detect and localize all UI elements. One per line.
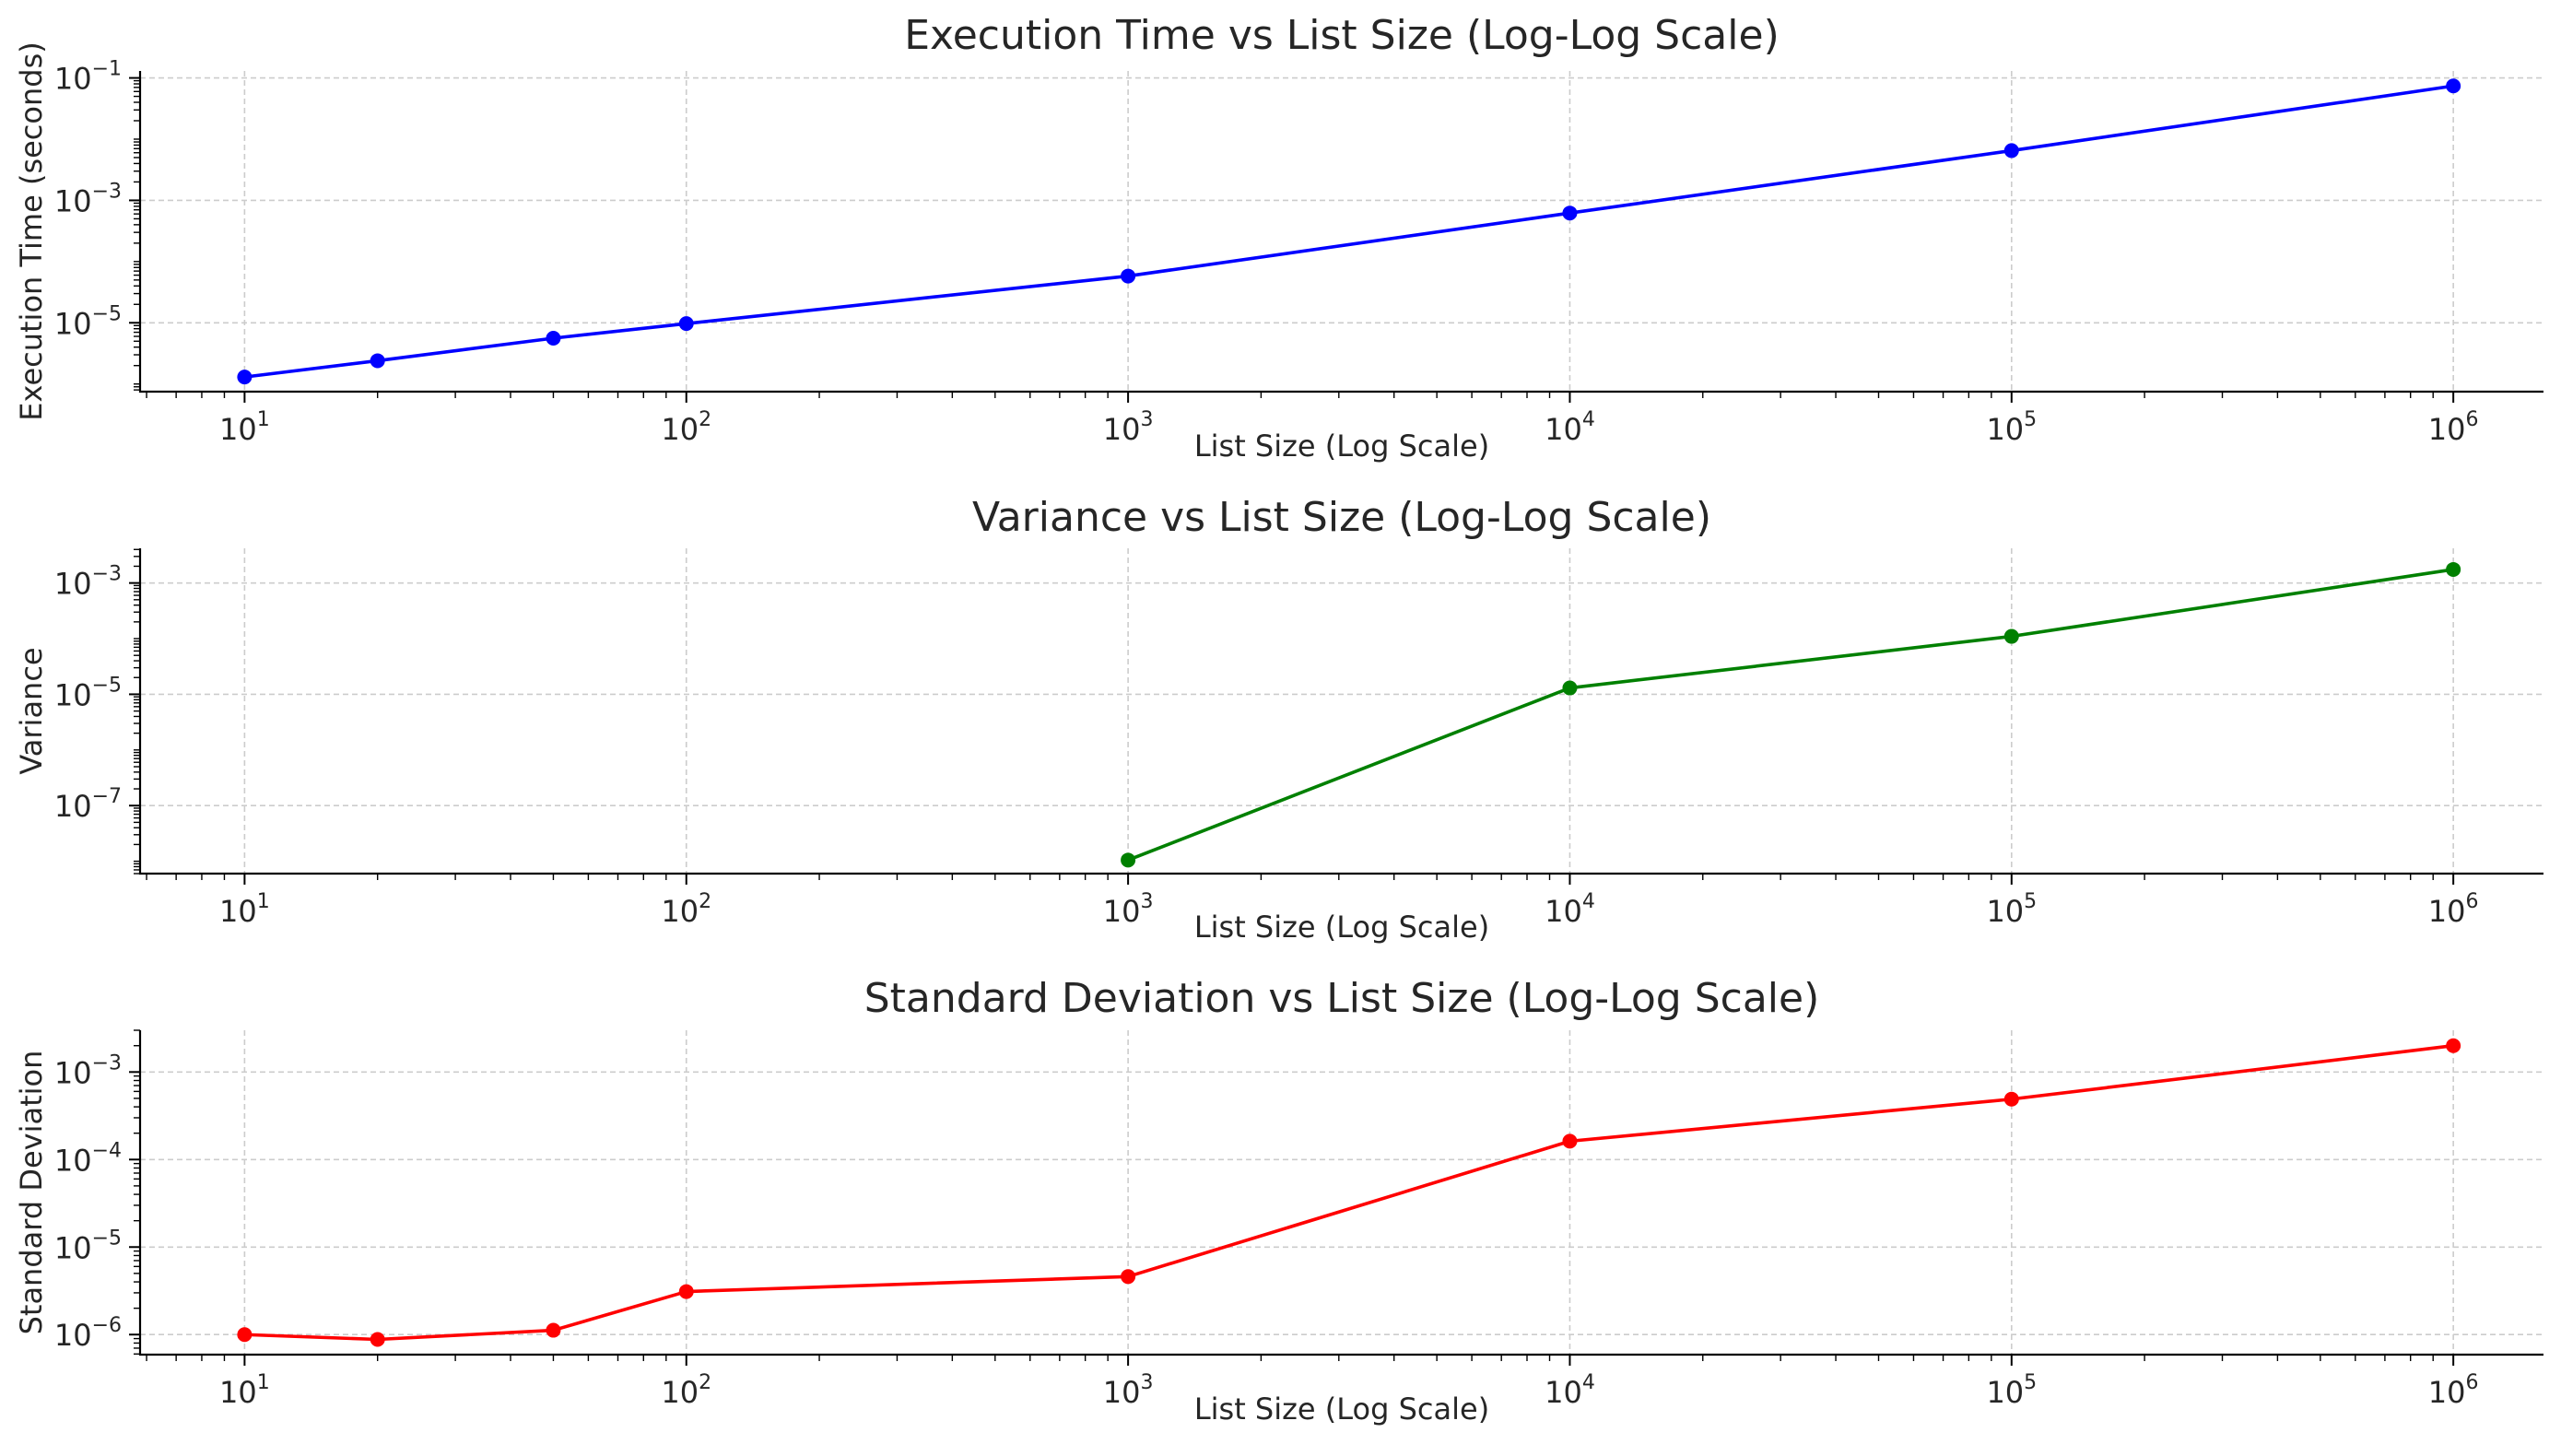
x-tick-label: 106 — [2428, 408, 2479, 447]
chart-panel-1: 101 102 103 104 105 10610−510−310−1Execution … — [14, 12, 2543, 464]
y-tick-label: 10−3 — [54, 563, 122, 602]
chart-panel-2: 101 102 103 104 105 106 10−7 10−5 10−3 Variance v… — [14, 494, 2543, 945]
x-axis-label: List Size (Log Scale) — [1194, 1391, 1489, 1427]
chart-title: Standard Deviation vs List Size (Log-Log… — [864, 975, 1820, 1022]
y-axis-label: Variance — [14, 647, 49, 774]
x-axis-label: List Size (Log Scale) — [1194, 429, 1489, 464]
x-tick-label: 103 — [1103, 890, 1154, 929]
data-point — [1121, 852, 1136, 868]
x-tick-label: 104 — [1545, 1371, 1595, 1410]
x-tick-label: 104 — [1545, 408, 1595, 447]
y-tick-label: 10−5 — [54, 302, 122, 341]
x-tick-label: 104 — [1545, 890, 1595, 929]
data-point — [1562, 205, 1578, 221]
data-point — [2003, 628, 2019, 644]
x-tick-label: 102 — [661, 890, 711, 929]
x-tick-label: 101 — [219, 890, 270, 929]
data-point — [1562, 1133, 1578, 1149]
y-tick-label: 10−6 — [54, 1314, 122, 1353]
x-tick-label: 103 — [1103, 1371, 1154, 1410]
series-line — [1127, 568, 2454, 862]
y-tick-label: 10−1 — [54, 58, 122, 97]
data-point — [237, 370, 253, 385]
x-tick-label: 101 — [219, 1371, 270, 1410]
x-tick-label: 101 — [219, 408, 270, 447]
data-point — [370, 1332, 385, 1347]
data-point — [2446, 1038, 2461, 1053]
data-point — [1121, 268, 1136, 284]
x-tick-label: 103 — [1103, 408, 1154, 447]
y-tick-label: 10−3 — [54, 1051, 122, 1090]
y-tick-label: 10−4 — [54, 1139, 122, 1178]
data-point — [2446, 561, 2461, 577]
data-point — [2003, 1091, 2019, 1107]
data-point — [1121, 1269, 1136, 1285]
x-tick-label: 105 — [1986, 408, 2037, 447]
x-tick-label: 102 — [661, 1371, 711, 1410]
data-point — [546, 331, 561, 346]
y-axis-label: Standard Deviation — [14, 1051, 49, 1335]
x-tick-label: 102 — [661, 408, 711, 447]
x-tick-label: 106 — [2428, 890, 2479, 929]
data-point — [2446, 78, 2461, 94]
data-point — [1562, 680, 1578, 696]
y-tick-label: 10−5 — [54, 674, 122, 712]
y-tick-label: 10−7 — [54, 785, 122, 824]
data-point — [678, 1284, 694, 1299]
series-line — [244, 1043, 2454, 1342]
series-line — [244, 84, 2454, 379]
chart-title: Variance vs List Size (Log-Log Scale) — [972, 494, 1711, 541]
y-tick-label: 10−5 — [54, 1227, 122, 1265]
chart-panel-3: 101 102 103 104 105 10610−610−510−410−3Standa… — [14, 975, 2543, 1427]
y-axis-label: Execution Time (seconds) — [14, 41, 49, 420]
data-point — [2003, 143, 2019, 159]
x-axis-label: List Size (Log Scale) — [1194, 910, 1489, 945]
chart-title: Execution Time vs List Size (Log-Log Sca… — [904, 12, 1779, 59]
data-point — [546, 1322, 561, 1338]
data-point — [237, 1327, 253, 1343]
axes-spine — [138, 548, 2543, 875]
x-tick-label: 105 — [1986, 1371, 2037, 1410]
data-point — [678, 316, 694, 332]
x-tick-label: 106 — [2428, 1371, 2479, 1410]
x-tick-label: 105 — [1986, 890, 2037, 929]
y-tick-label: 10−3 — [54, 180, 122, 218]
axes-spine — [138, 71, 2543, 393]
data-point — [370, 353, 385, 369]
